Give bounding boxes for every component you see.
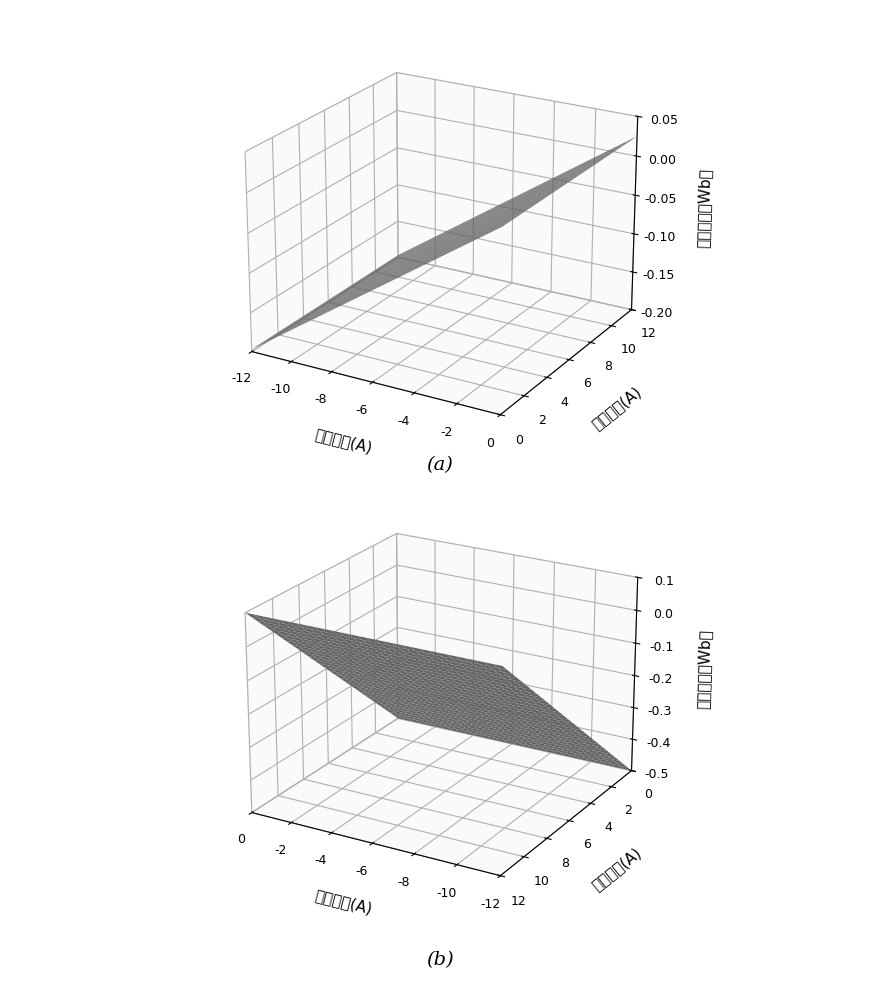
X-axis label: 直轴电流(A): 直轴电流(A) — [313, 887, 374, 916]
Text: (a): (a) — [426, 456, 452, 474]
Y-axis label: 交轴电流(A): 交轴电流(A) — [588, 845, 644, 893]
X-axis label: 直轴电流(A): 直轴电流(A) — [313, 426, 374, 455]
Text: (b): (b) — [425, 951, 453, 969]
Y-axis label: 交轴电流(A): 交轴电流(A) — [588, 384, 644, 432]
